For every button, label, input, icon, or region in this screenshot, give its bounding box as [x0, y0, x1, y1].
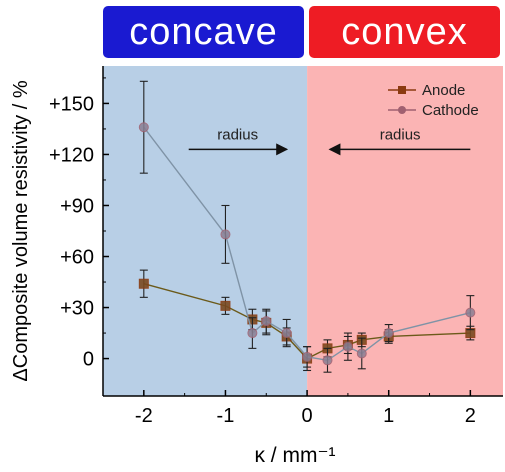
- cathode-point: [302, 351, 313, 362]
- y-tick-label: +120: [49, 144, 94, 166]
- convex-region: [307, 66, 503, 396]
- cathode-point: [356, 348, 367, 359]
- y-tick-label: +150: [49, 93, 94, 115]
- legend-label: Anode: [422, 82, 465, 99]
- concave-banner: concave: [103, 6, 304, 58]
- cathode-point: [465, 307, 476, 318]
- legend-anode-marker: [398, 86, 406, 94]
- y-tick-label: +60: [60, 247, 94, 269]
- cathode-point: [281, 328, 292, 339]
- x-tick-label: 0: [302, 405, 313, 427]
- anode-point: [220, 300, 231, 311]
- radius-label: radius: [217, 126, 258, 143]
- cathode-point: [261, 316, 272, 327]
- x-axis-label: κ / mm⁻¹: [254, 444, 335, 467]
- legend-cathode-marker: [398, 106, 406, 114]
- series-cathode: [138, 80, 476, 373]
- x-tick-label: 2: [465, 405, 476, 427]
- y-axis-label: ΔComposite volume resistivity / %: [10, 80, 32, 381]
- anode-point: [138, 278, 149, 289]
- cathode-point: [322, 355, 333, 366]
- cathode-point: [342, 341, 353, 352]
- radius-label: radius: [380, 126, 421, 143]
- cathode-point: [138, 122, 149, 133]
- concave-region: [103, 66, 308, 396]
- x-tick-label: 1: [383, 405, 394, 427]
- cathode-point: [247, 328, 258, 339]
- convex-banner: convex: [309, 6, 500, 58]
- y-tick-label: 0: [83, 349, 94, 371]
- x-tick-label: -2: [135, 405, 153, 427]
- y-tick-label: +90: [60, 195, 94, 217]
- cathode-point: [383, 328, 394, 339]
- legend-label: Cathode: [422, 102, 479, 119]
- x-tick-label: -1: [217, 405, 235, 427]
- y-tick-label: +30: [60, 298, 94, 320]
- cathode-point: [220, 229, 231, 240]
